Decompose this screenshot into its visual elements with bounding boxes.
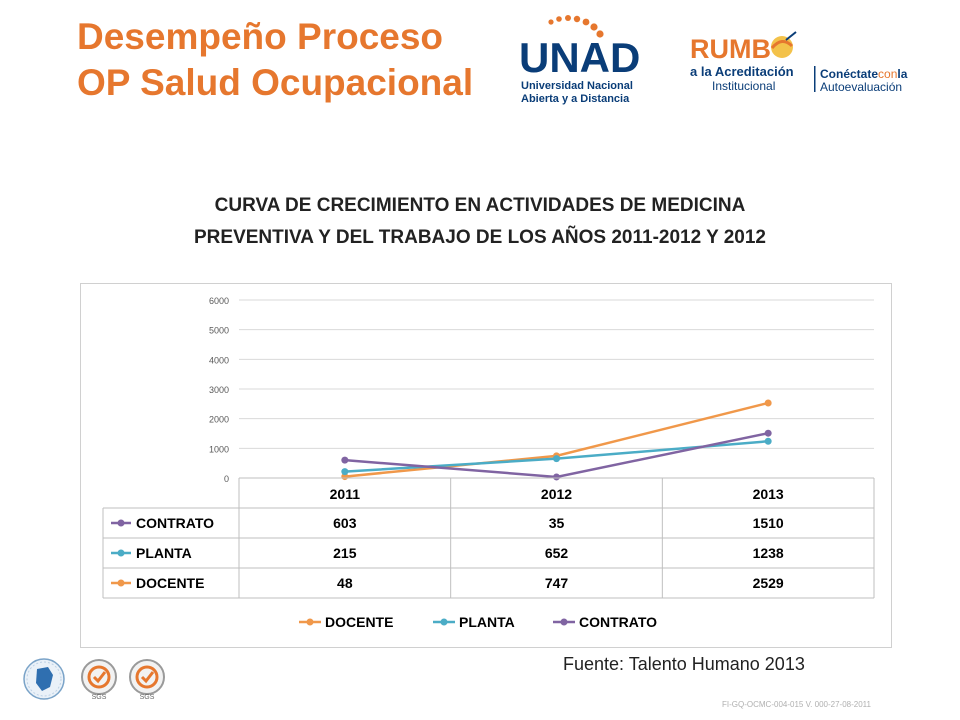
sgs-label-2: SGS: [140, 694, 155, 701]
table-cell-value: 48: [337, 575, 353, 591]
line-chart: 0 1000 2000 3000 4000 5000 6000 2011 2012 2013 CON…: [102, 296, 875, 630]
document-code: FI-GQ-OCMC-004-015 V. 000-27-08-2011: [722, 700, 871, 709]
y-tick-label: 1000: [209, 444, 229, 454]
unad-logo: UNAD Universidad Nacional Abierta y a Di…: [519, 15, 640, 105]
legend-key-marker: [117, 549, 125, 557]
source-note: Fuente: Talento Humano 2013: [563, 654, 805, 674]
legend-marker: [440, 618, 448, 626]
conectate-a: Conéctate: [820, 67, 878, 81]
rumbo-line-1a: a la: [690, 64, 715, 79]
svg-text:a la Acreditación: a la Acreditación: [690, 64, 794, 79]
table-cell-value: 1238: [753, 545, 784, 561]
page-title: Desempeño Proceso OP Salud Ocupacional: [77, 14, 473, 106]
subtitle-line-2: PREVENTIVA Y DEL TRABAJO DE LOS AÑOS 201…: [194, 227, 766, 248]
unad-line-2: Abierta y a Distancia: [521, 93, 630, 105]
x-category-label: 2012: [541, 486, 572, 502]
legend-label: DOCENTE: [325, 614, 393, 630]
y-tick-label: 3000: [209, 385, 229, 395]
data-point-docente: [764, 399, 772, 407]
data-point-planta: [341, 468, 349, 476]
conectate-c: la: [897, 67, 907, 81]
y-tick-label: 5000: [209, 326, 229, 336]
y-tick-label: 6000: [209, 296, 229, 306]
legend-marker: [306, 618, 314, 626]
data-point-contrato: [553, 473, 560, 481]
legend-key-marker: [117, 579, 125, 587]
data-point-contrato: [764, 429, 772, 437]
table-cell-value: 1510: [753, 515, 784, 531]
table-row-label: PLANTA: [136, 545, 192, 561]
table-cell-value: 215: [333, 545, 357, 561]
y-tick-label: 0: [224, 474, 229, 484]
colombia-map-seal-icon: [23, 658, 65, 700]
rumbo-line-2: Institucional: [712, 79, 775, 93]
svg-text:Conéctateconla: Conéctateconla: [820, 67, 908, 81]
table-cell-value: 35: [549, 515, 565, 531]
sgs-certification-icon: SGS: [81, 659, 117, 701]
y-tick-label: 2000: [209, 415, 229, 425]
chart-subtitle: CURVA DE CRECIMIENTO EN ACTIVIDADES DE M…: [120, 190, 840, 254]
table-cell-value: 652: [545, 545, 569, 561]
subtitle-line-1: CURVA DE CRECIMIENTO EN ACTIVIDADES DE M…: [214, 195, 746, 216]
sgs-label-1: SGS: [92, 694, 107, 701]
conectate-line-2: Autoevaluación: [820, 80, 902, 94]
x-category-label: 2011: [330, 486, 361, 502]
unad-line-1: Universidad Nacional: [521, 80, 633, 92]
legend-label: PLANTA: [459, 614, 515, 630]
data-point-planta: [553, 455, 560, 463]
sgs-certification-icon-2: SGS: [129, 659, 165, 701]
table-cell-value: 2529: [753, 575, 784, 591]
rumbo-acreditacion-logo: RUMB a la Acreditación Institucional Con…: [690, 31, 908, 94]
table-row-label: CONTRATO: [136, 515, 214, 531]
legend-marker: [560, 618, 568, 626]
unad-letters: UNAD: [519, 34, 640, 81]
title-line-2: OP Salud Ocupacional: [77, 62, 474, 103]
y-tick-label: 4000: [209, 355, 229, 365]
legend-label: CONTRATO: [579, 614, 657, 630]
rumbo-line-1b: Acreditación: [715, 64, 794, 79]
title-line-1: Desempeño Proceso: [77, 16, 444, 57]
rumbo-word: RUMB: [690, 34, 771, 64]
chart-container: 0 1000 2000 3000 4000 5000 6000 2011 2012 2013 CON…: [80, 283, 892, 648]
data-point-contrato: [341, 456, 349, 464]
table-cell-value: 603: [333, 515, 357, 531]
legend-key-marker: [117, 519, 125, 527]
conectate-b: con: [878, 67, 897, 81]
data-point-planta: [764, 437, 772, 445]
x-category-label: 2013: [753, 486, 784, 502]
table-row-label: DOCENTE: [136, 575, 204, 591]
table-cell-value: 747: [545, 575, 569, 591]
